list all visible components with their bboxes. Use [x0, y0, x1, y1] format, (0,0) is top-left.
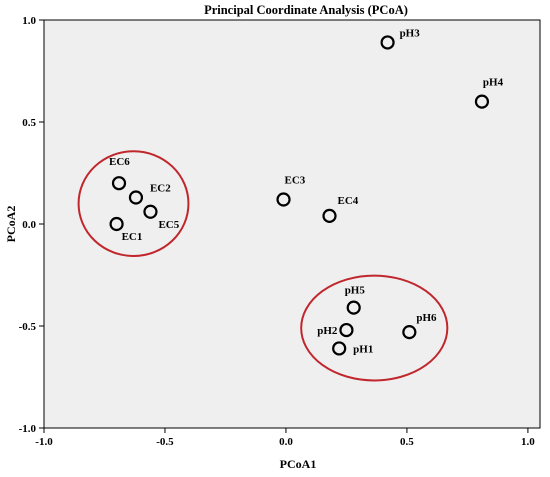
- y-tick-label: 0.0: [22, 219, 36, 231]
- point-labels: EC6 EC2 EC5 EC1 EC3 EC4 pH3 pH4 pH5 pH6 pH2 pH1: [109, 27, 504, 355]
- point-label-ec6: EC6: [109, 156, 130, 168]
- point-label-ph4: pH4: [483, 77, 504, 89]
- x-tick-label: 0.5: [400, 436, 414, 448]
- point-label-ec1: EC1: [122, 231, 143, 243]
- y-tick-label: -0.5: [19, 321, 37, 333]
- data-point-ph5: [346, 300, 361, 315]
- point-label-ph6: pH6: [416, 312, 437, 324]
- point-label-ph1: pH1: [353, 343, 373, 355]
- y-tick-label: 1.0: [22, 15, 36, 27]
- x-axis-title: PCoA1: [280, 457, 317, 471]
- point-label-ph3: pH3: [400, 27, 421, 39]
- point-label-ec3: EC3: [285, 175, 306, 187]
- data-point-ph1: [332, 341, 347, 356]
- x-tick-label: -1.0: [35, 436, 53, 448]
- y-tick-label: -1.0: [19, 423, 37, 435]
- point-label-ec4: EC4: [338, 195, 359, 207]
- x-tick-label: -0.5: [156, 436, 174, 448]
- data-point-ec3: [276, 192, 291, 207]
- point-label-ec2: EC2: [150, 182, 171, 194]
- data-point-ec6: [111, 176, 127, 191]
- data-point-ec2: [128, 190, 144, 205]
- group-ellipse: [300, 274, 449, 382]
- data-point-ph3: [380, 35, 395, 50]
- group-ellipses: [77, 150, 449, 382]
- data-point-ph4: [474, 94, 490, 109]
- data-point-ec5: [143, 204, 158, 219]
- x-tick-label: 0.0: [279, 436, 293, 448]
- data-point-ec4: [322, 208, 337, 223]
- data-point-ec1: [109, 216, 124, 232]
- chart-title: Principal Coordinate Analysis (PCoA): [204, 3, 408, 17]
- group-ellipse: [77, 150, 190, 258]
- data-point-ph6: [402, 325, 417, 340]
- y-axis-ticks: -1.0 -0.5 0.0 0.5 1.0: [19, 15, 44, 435]
- x-axis-ticks: -1.0 -0.5 0.0 0.5 1.0: [35, 428, 535, 448]
- point-label-ph2: pH2: [317, 325, 338, 337]
- y-tick-label: 0.5: [22, 117, 36, 129]
- y-axis-title: PCoA2: [4, 206, 18, 243]
- point-label-ec5: EC5: [158, 219, 179, 231]
- x-tick-label: 1.0: [521, 436, 535, 448]
- data-point-ph2: [339, 322, 354, 338]
- plot-area: [43, 19, 541, 429]
- point-label-ph5: pH5: [345, 285, 366, 297]
- data-points: [109, 35, 490, 356]
